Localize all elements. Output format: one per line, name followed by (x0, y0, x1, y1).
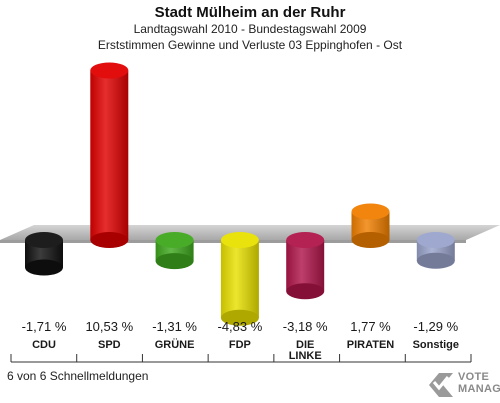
value-label-fdp: -4,83 % (217, 319, 262, 334)
vote-manager-logo-icon (429, 373, 453, 397)
category-label-spd: SPD (98, 339, 121, 351)
category-label-piraten: PIRATEN (347, 339, 395, 351)
value-label-die-linke: -3,18 % (283, 319, 328, 334)
category-label-die-linke: DIE (296, 339, 314, 351)
category-label-fdp: FDP (229, 339, 251, 351)
bar-sonstige (416, 232, 455, 269)
value-label-cdu: -1,71 % (22, 319, 67, 334)
category-label-cdu: CDU (32, 339, 56, 351)
category-label-sonstige: Sonstige (413, 339, 459, 351)
bar-gr-ne (155, 232, 194, 270)
value-label-piraten: 1,77 % (350, 319, 391, 334)
chart-subtitle-district: Erststimmen Gewinne und Verluste 03 Eppi… (97, 38, 403, 52)
bar-spd (90, 62, 129, 248)
bar-cdu (25, 232, 63, 276)
category-label-gr-ne: GRÜNE (155, 338, 195, 351)
report-count: 6 von 6 Schnellmeldungen (7, 369, 149, 383)
chart-title: Stadt Mülheim an der Ruhr (154, 4, 346, 21)
logo-text-vote: VOTE (458, 371, 490, 383)
vote-manager-logo: VOTE MANAGER (426, 368, 500, 400)
value-label-gr-ne: -1,31 % (152, 319, 197, 334)
bar-fdp (220, 232, 259, 326)
logo-text-manager: MANAGER (458, 383, 500, 395)
bar-piraten (351, 203, 390, 248)
bar-die-linke (286, 232, 325, 300)
value-label-spd: 10,53 % (85, 319, 133, 334)
value-label-sonstige: -1,29 % (413, 319, 458, 334)
chart-subtitle-election: Landtagswahl 2010 - Bundestagswahl 2009 (133, 22, 367, 36)
category-label-die-linke: LINKE (289, 350, 322, 362)
